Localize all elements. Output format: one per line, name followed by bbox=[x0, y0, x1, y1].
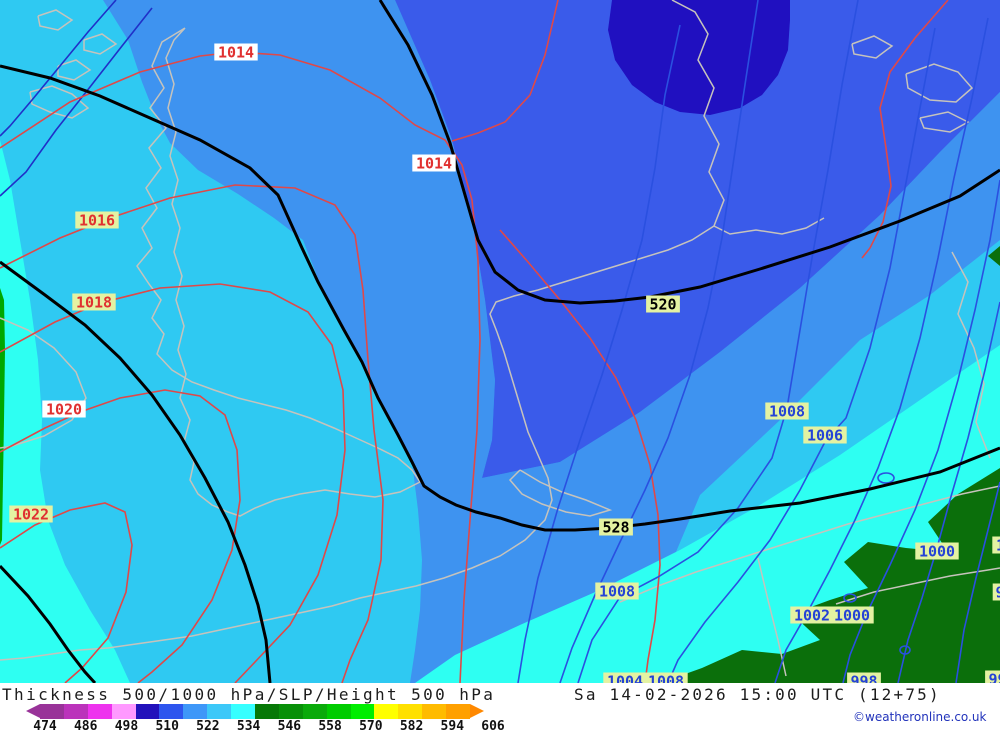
svg-text:1000: 1000 bbox=[919, 543, 955, 561]
scale-segment-11 bbox=[302, 704, 327, 719]
scale-segment-9 bbox=[255, 704, 279, 719]
height-500-contours bbox=[0, 0, 1000, 683]
map-label-slp-99x-partial: 998 bbox=[985, 670, 1000, 684]
svg-text:998: 998 bbox=[988, 671, 1000, 684]
svg-text:1000: 1000 bbox=[834, 607, 870, 625]
svg-text:1008: 1008 bbox=[769, 403, 805, 421]
svg-text:520: 520 bbox=[649, 296, 676, 314]
scale-segment-4 bbox=[135, 704, 160, 719]
svg-text:1002: 1002 bbox=[794, 607, 830, 625]
map-label-slp-9xx-partial: 9 bbox=[992, 583, 1000, 602]
map-label-slp-1014-a: 1014 bbox=[214, 43, 258, 62]
scale-value-594: 594 bbox=[440, 719, 465, 733]
scale-segment-3 bbox=[111, 704, 136, 719]
scale-value-570: 570 bbox=[359, 719, 383, 733]
scale-value-486: 486 bbox=[73, 719, 98, 733]
svg-text:1020: 1020 bbox=[46, 401, 82, 419]
svg-text:9: 9 bbox=[995, 584, 1000, 602]
copyright-watermark: ©weatheronline.co.uk bbox=[853, 710, 987, 724]
svg-text:998: 998 bbox=[850, 673, 877, 684]
map-label-slp-1006: 1006 bbox=[803, 426, 847, 445]
scale-value-534: 534 bbox=[236, 719, 261, 733]
svg-text:1022: 1022 bbox=[13, 506, 49, 524]
coastlines bbox=[0, 0, 1000, 677]
map-label-slp-1014-b: 1014 bbox=[412, 154, 456, 173]
map-label-slp-1008-b: 1008 bbox=[595, 582, 639, 601]
map-label-slp-1008-partial: 1008 bbox=[644, 672, 688, 684]
scale-arrow-left-icon bbox=[26, 704, 40, 718]
scale-segment-17 bbox=[446, 704, 471, 719]
scale-segment-15 bbox=[398, 704, 423, 719]
red-isobars bbox=[0, 0, 949, 683]
scale-value-558: 558 bbox=[318, 719, 342, 733]
scale-segment-2 bbox=[87, 704, 112, 719]
thickness-color-bands bbox=[0, 0, 1000, 683]
map-label-slp-1000-b: 1000 bbox=[830, 606, 874, 625]
map-label-slp-998-partial: 998 bbox=[847, 672, 881, 684]
svg-text:1004: 1004 bbox=[996, 537, 1000, 555]
scale-segment-10 bbox=[278, 704, 303, 719]
map-label-slp-1020: 1020 bbox=[42, 400, 86, 419]
thin-navy-contours bbox=[0, 0, 153, 197]
scale-value-582: 582 bbox=[399, 719, 424, 733]
scale-value-510: 510 bbox=[155, 719, 179, 733]
scale-segment-7 bbox=[207, 704, 232, 719]
scale-segment-13 bbox=[350, 704, 375, 719]
scale-segment-0 bbox=[40, 704, 64, 719]
svg-text:1008: 1008 bbox=[599, 583, 635, 601]
scale-segment-16 bbox=[422, 704, 447, 719]
map-label-slp-1022: 1022 bbox=[9, 505, 53, 524]
map-label-slp-1002: 1002 bbox=[790, 606, 834, 625]
thickness-scale-values: 474 486 498 510 522 534 546 558 570 582 594 606 bbox=[0, 719, 520, 733]
scale-segment-6 bbox=[183, 704, 208, 719]
svg-text:1018: 1018 bbox=[76, 294, 112, 312]
scale-value-546: 546 bbox=[277, 719, 302, 733]
svg-text:1008: 1008 bbox=[648, 673, 684, 684]
map-label-slp-1000-a: 1000 bbox=[915, 542, 959, 561]
scale-segment-8 bbox=[231, 704, 256, 719]
footer: Thickness 500/1000 hPa/SLP/Height 500 hP… bbox=[0, 683, 1000, 733]
scale-value-474: 474 bbox=[33, 719, 57, 733]
scale-segment-1 bbox=[63, 704, 88, 719]
contour-labels: 1014101410161018102010225205281008100610… bbox=[9, 43, 1000, 684]
svg-text:1014: 1014 bbox=[416, 155, 452, 173]
svg-text:1004: 1004 bbox=[607, 673, 643, 684]
map-label-slp-1008-a: 1008 bbox=[765, 402, 809, 421]
scale-segment-14 bbox=[374, 704, 399, 719]
map-label-slp-1xxx-partial: 1004 bbox=[992, 536, 1000, 555]
map-label-slp-1004-partial: 1004 bbox=[603, 672, 647, 684]
scale-segment-5 bbox=[159, 704, 184, 719]
map-label-slp-1016: 1016 bbox=[75, 211, 119, 230]
map-datetime: Sa 14-02-2026 15:00 UTC (12+75) bbox=[574, 685, 941, 704]
svg-text:1014: 1014 bbox=[218, 44, 254, 62]
scale-value-522: 522 bbox=[196, 719, 220, 733]
svg-text:528: 528 bbox=[602, 519, 629, 537]
svg-text:1006: 1006 bbox=[807, 427, 843, 445]
map-label-slp-1018: 1018 bbox=[72, 293, 116, 312]
scale-segment-12 bbox=[326, 704, 351, 719]
map-title: Thickness 500/1000 hPa/SLP/Height 500 hP… bbox=[2, 685, 496, 704]
thickness-scale-bar bbox=[40, 704, 471, 719]
map-canvas: 1014 1014 1016 1018 1020 1022 520 528 1008 1006 10… bbox=[0, 0, 1000, 683]
scale-value-606: 606 bbox=[481, 719, 505, 733]
map-label-hgt-528: 528 bbox=[599, 518, 633, 537]
scale-value-498: 498 bbox=[114, 719, 139, 733]
thickness-slp-map: 1014101410161018102010225205281008100610… bbox=[0, 0, 1000, 683]
svg-text:1016: 1016 bbox=[79, 212, 115, 230]
scale-arrow-right-icon bbox=[470, 704, 484, 718]
map-label-hgt-520: 520 bbox=[646, 295, 680, 314]
